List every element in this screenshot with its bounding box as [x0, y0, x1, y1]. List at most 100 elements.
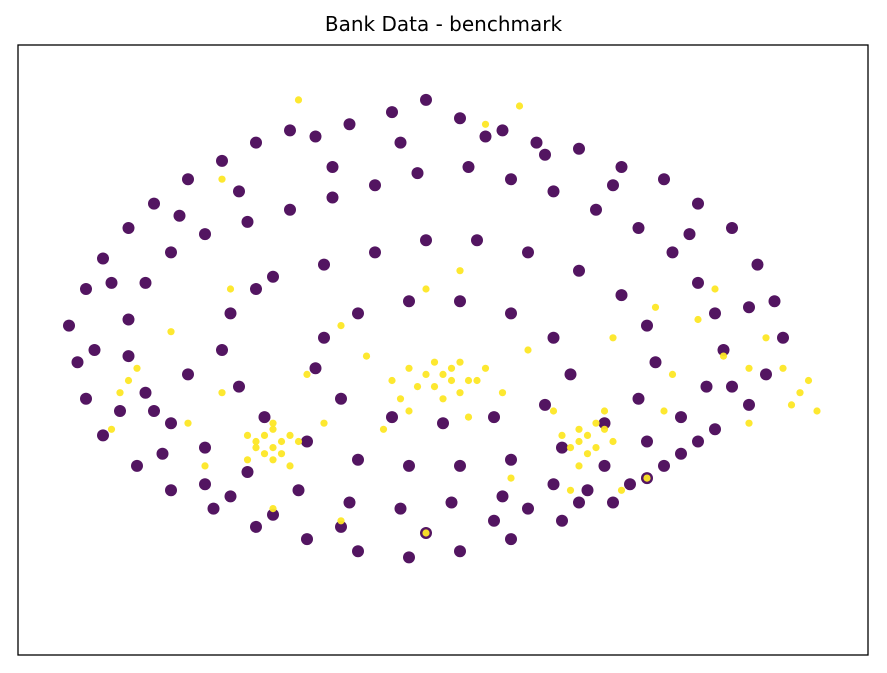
- scatter-point-class_0-53: [632, 222, 645, 234]
- scatter-point-class_1-6: [286, 431, 294, 439]
- scatter-point-class_0-69: [199, 441, 211, 454]
- scatter-point-class_0-62: [547, 478, 560, 491]
- scatter-point-class_1-12: [575, 437, 583, 446]
- scatter-point-class_0-81: [522, 246, 534, 259]
- scatter-point-class_0-46: [326, 191, 339, 204]
- scatter-point-class_1-69: [507, 474, 515, 482]
- scatter-point-class_0-6: [496, 124, 509, 137]
- scatter-point-class_1-36: [396, 395, 405, 403]
- scatter-point-class_0-79: [420, 234, 432, 247]
- scatter-point-class_1-31: [447, 364, 456, 372]
- scatter-point-class_0-21: [607, 496, 619, 509]
- scatter-point-class_1-33: [430, 358, 439, 366]
- scatter-point-class_0-10: [658, 173, 670, 186]
- scatter-point-class_0-1: [309, 130, 322, 143]
- scatter-point-class_0-124: [479, 130, 492, 143]
- scatter-point-class_0-51: [547, 185, 560, 198]
- scatter-point-class_1-40: [133, 364, 141, 372]
- scatter-point-class_0-130: [88, 344, 101, 356]
- scatter-point-class_1-66: [617, 486, 626, 494]
- scatter-point-class_0-48: [411, 167, 424, 180]
- scatter-point-class_0-72: [122, 350, 135, 363]
- scatter-point-class_0-82: [573, 264, 585, 277]
- scatter-point-class_0-58: [700, 380, 713, 393]
- scatter-point-class_1-29: [413, 383, 422, 391]
- scatter-point-class_0-86: [632, 392, 645, 405]
- scatter-point-class_0-27: [301, 533, 313, 546]
- scatter-point-class_0-127: [233, 185, 245, 198]
- scatter-point-class_0-111: [318, 331, 330, 344]
- scatter-point-class_1-10: [243, 431, 252, 439]
- scatter-point-class_0-96: [216, 344, 228, 356]
- scatter-point-class_0-106: [488, 411, 500, 424]
- scatter-point-class_1-0: [252, 437, 260, 446]
- scatter-point-class_1-80: [269, 419, 277, 427]
- scatter-point-class_1-13: [583, 431, 592, 439]
- scatter-point-class_0-131: [114, 405, 126, 417]
- scatter-point-class_0-110: [309, 362, 322, 375]
- scatter-point-class_0-39: [148, 197, 160, 210]
- scatter-point-class_1-76: [745, 364, 753, 372]
- scatter-point-class_1-15: [566, 444, 575, 452]
- scatter-point-class_0-129: [105, 276, 118, 289]
- scatter-point-class_0-114: [199, 478, 211, 491]
- scatter-point-class_0-63: [496, 490, 509, 503]
- scatter-point-class_0-109: [335, 392, 347, 405]
- scatter-point-class_1-64: [201, 462, 209, 470]
- scatter-point-class_1-11: [269, 456, 277, 464]
- scatter-point-class_0-17: [743, 398, 755, 411]
- scatter-point-class_1-27: [464, 376, 473, 385]
- scatter-point-class_1-85: [464, 413, 473, 421]
- scatter-point-class_1-48: [294, 96, 303, 104]
- scatter-point-class_1-65: [643, 474, 651, 482]
- scatter-point-class_0-132: [156, 447, 169, 460]
- scatter-point-class_0-137: [573, 496, 585, 509]
- scatter-point-class_0-73: [122, 313, 135, 326]
- scatter-point-class_0-136: [488, 514, 500, 527]
- scatter-point-class_0-119: [726, 380, 738, 393]
- scatter-point-class_0-55: [692, 276, 704, 289]
- points-layer: [63, 93, 821, 564]
- scatter-point-class_0-11: [692, 197, 704, 210]
- scatter-point-class_0-93: [301, 435, 313, 448]
- scatter-point-class_0-133: [224, 490, 237, 503]
- scatter-point-class_1-30: [405, 364, 413, 372]
- scatter-point-class_0-115: [267, 508, 279, 521]
- scatter-point-class_0-2: [343, 118, 356, 131]
- scatter-point-class_0-90: [454, 459, 466, 472]
- scatter-point-class_0-32: [97, 429, 109, 442]
- scatter-point-class_0-29: [207, 502, 220, 515]
- scatter-point-class_1-49: [515, 102, 524, 110]
- scatter-point-class_0-22: [556, 514, 568, 527]
- scatter-point-class_0-121: [683, 228, 696, 241]
- scatter-point-class_1-44: [779, 364, 787, 372]
- scatter-point-class_0-25: [403, 551, 415, 564]
- scatter-point-class_0-26: [352, 545, 364, 558]
- scatter-point-class_0-24: [454, 545, 466, 558]
- scatter-point-class_0-18: [709, 423, 721, 436]
- scatter-point-class_0-101: [454, 295, 466, 308]
- scatter-point-class_1-78: [218, 389, 226, 397]
- scatter-point-class_0-8: [573, 142, 585, 155]
- scatter-point-class_0-126: [326, 161, 339, 173]
- scatter-point-class_1-21: [592, 419, 600, 427]
- scatter-point-class_1-43: [787, 401, 796, 409]
- scatter-point-class_0-67: [292, 484, 305, 497]
- scatter-point-class_1-25: [422, 370, 430, 378]
- scatter-point-class_1-17: [609, 437, 617, 446]
- scatter-point-class_1-51: [456, 267, 464, 275]
- scatter-point-class_0-38: [122, 222, 135, 234]
- scatter-point-class_0-54: [666, 246, 679, 259]
- scatter-point-class_0-125: [394, 136, 407, 149]
- scatter-point-class_1-37: [388, 376, 396, 385]
- scatter-point-class_1-22: [430, 383, 439, 391]
- scatter-point-class_1-63: [711, 285, 719, 293]
- scatter-point-class_1-81: [243, 456, 252, 464]
- scatter-point-class_0-139: [692, 435, 704, 448]
- scatter-point-class_0-36: [80, 283, 92, 295]
- scatter-point-class_1-67: [320, 419, 328, 427]
- scatter-point-class_0-104: [564, 368, 577, 381]
- scatter-point-class_1-39: [116, 389, 124, 397]
- scatter-point-class_0-64: [445, 496, 458, 509]
- scatter-point-class_0-44: [241, 215, 254, 228]
